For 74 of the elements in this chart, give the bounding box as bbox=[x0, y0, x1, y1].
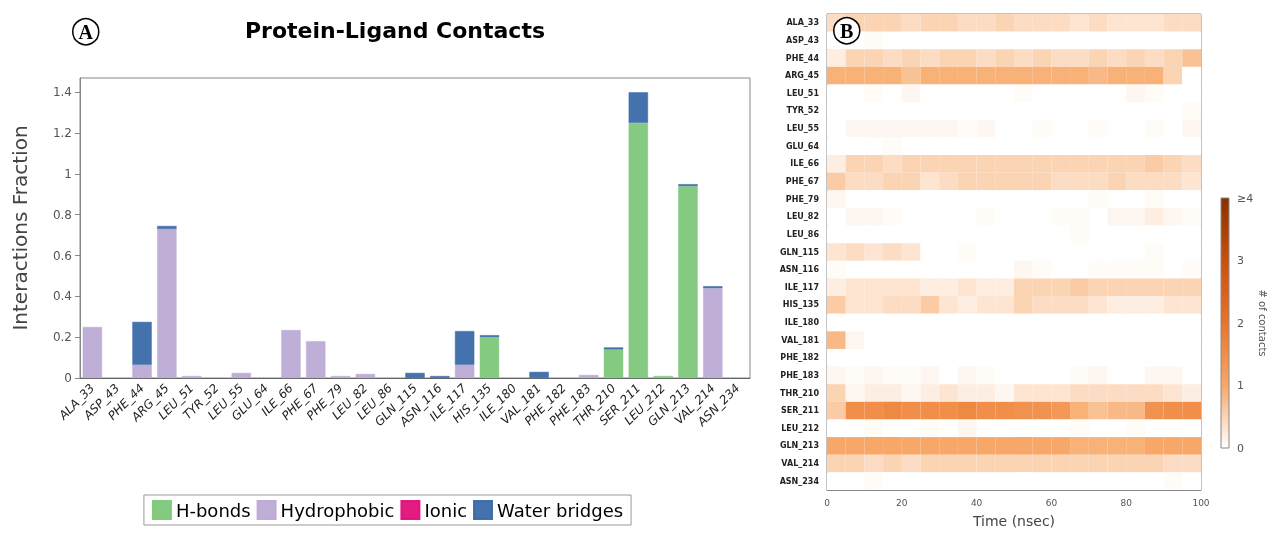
y-tick-label: HIS_135 bbox=[782, 300, 820, 310]
bar bbox=[628, 92, 649, 123]
bar bbox=[678, 186, 698, 378]
bar bbox=[405, 372, 425, 378]
y-tick-label: 0.8 bbox=[52, 207, 72, 222]
y-tick-label: ARG_45 bbox=[784, 71, 820, 81]
y-tick-label: VAL_181 bbox=[781, 335, 820, 345]
x-tick-label: 40 bbox=[970, 497, 983, 508]
y-tick-label: PHE_67 bbox=[785, 176, 819, 186]
y-axis-title: Interactions Fraction bbox=[8, 125, 32, 331]
y-tick-label: ASN_116 bbox=[779, 265, 820, 275]
y-tick-label: PHE_44 bbox=[785, 53, 820, 63]
y-tick-label: ILE_180 bbox=[784, 318, 820, 328]
y-tick-label: 1 bbox=[64, 166, 72, 181]
bar bbox=[579, 374, 599, 378]
color-bar-label: ≥4 bbox=[1237, 191, 1254, 205]
bar bbox=[703, 288, 723, 378]
color-bar-label: 2 bbox=[1237, 316, 1244, 330]
y-tick-label: LEU_82 bbox=[786, 212, 819, 222]
bar bbox=[157, 229, 177, 378]
bar bbox=[355, 373, 376, 378]
y-tick-label: LEU_51 bbox=[786, 88, 820, 98]
y-tick-label: GLU_64 bbox=[785, 141, 820, 151]
bar bbox=[82, 326, 103, 378]
y-tick-label: LEU_55 bbox=[786, 124, 820, 134]
bar bbox=[132, 364, 152, 378]
x-tick-label: 0 bbox=[824, 497, 831, 508]
bar bbox=[479, 337, 500, 378]
y-tick-label: 1.4 bbox=[52, 85, 72, 100]
y-tick-label: PHE_79 bbox=[785, 194, 820, 204]
y-tick-label: ILE_66 bbox=[790, 159, 820, 169]
y-tick-label: GLN_213 bbox=[779, 441, 819, 451]
bar bbox=[628, 122, 649, 378]
y-tick-label: ILE_117 bbox=[784, 282, 819, 292]
x-tick-label: 80 bbox=[1120, 497, 1133, 508]
color-bar-title: # of contacts bbox=[1256, 289, 1268, 357]
legend-label: Water bridges bbox=[497, 499, 624, 521]
y-tick-label: GLN_115 bbox=[779, 247, 820, 257]
y-tick-label: 0.2 bbox=[52, 330, 72, 345]
y-tick-label: THR_210 bbox=[779, 388, 820, 398]
bar bbox=[529, 371, 549, 378]
bar bbox=[157, 225, 177, 230]
bar bbox=[454, 331, 475, 365]
y-tick-label: 1.2 bbox=[52, 126, 72, 141]
bar bbox=[231, 372, 251, 378]
y-tick-label: VAL_214 bbox=[781, 459, 820, 469]
x-tick-label: 60 bbox=[1045, 497, 1058, 508]
bar bbox=[603, 349, 624, 378]
y-tick-label: ASN_234 bbox=[779, 476, 820, 486]
color-bar-label: 0 bbox=[1237, 441, 1244, 455]
bar bbox=[281, 330, 301, 378]
bar bbox=[306, 341, 326, 378]
y-tick-label: LEU_86 bbox=[786, 229, 820, 239]
text: A bbox=[78, 20, 94, 43]
y-tick-label: ALA_33 bbox=[786, 18, 819, 28]
y-tick-label: 0 bbox=[64, 371, 72, 385]
x-tick-label: 20 bbox=[896, 497, 908, 508]
x-axis-title: Time (nsec) bbox=[971, 513, 1056, 529]
legend-label: Hydrophobic bbox=[280, 499, 395, 521]
x-tick-label: 100 bbox=[1192, 497, 1210, 508]
annotation: B bbox=[840, 19, 854, 42]
bar bbox=[454, 364, 475, 378]
y-tick-label: ASP_43 bbox=[786, 35, 819, 45]
color-bar-label: 1 bbox=[1237, 379, 1244, 392]
bar bbox=[132, 321, 152, 365]
y-tick-label: TYR_52 bbox=[786, 106, 819, 116]
legend-label: Ionic bbox=[424, 499, 468, 521]
y-tick-label: PHE_183 bbox=[780, 370, 819, 380]
legend-label: H-bonds bbox=[175, 499, 251, 521]
y-tick-label: PHE_182 bbox=[780, 353, 819, 363]
y-tick-label: 0.6 bbox=[52, 248, 72, 263]
chart-title: Protein-Ligand Contacts bbox=[244, 17, 546, 43]
y-tick-label: 0.4 bbox=[52, 289, 72, 304]
color-bar-label: 3 bbox=[1237, 254, 1244, 267]
